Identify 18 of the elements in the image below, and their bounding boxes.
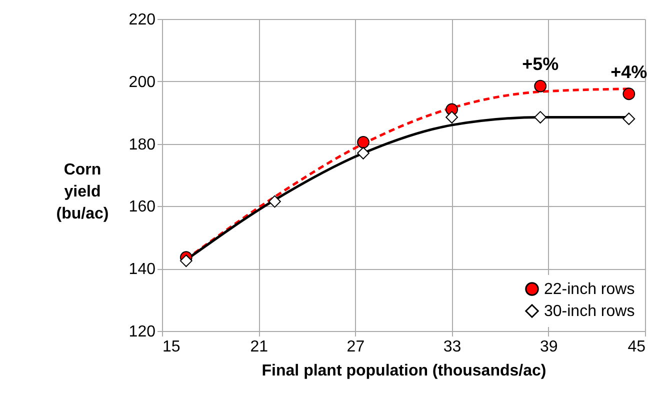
x-tick-label: 33 [443, 338, 462, 356]
x-tick-label: 45 [628, 338, 646, 356]
y-tick-label: 200 [128, 74, 156, 91]
x-tick-label: 21 [250, 338, 268, 356]
x-axis-title: Final plant population (thousands/ac) [262, 362, 546, 380]
y-tick-label: 220 [128, 12, 156, 28]
y-tick-label: 180 [128, 136, 156, 154]
annotation: +5% [522, 54, 559, 74]
y-tick-label: 160 [128, 198, 156, 216]
y-tick-label: 140 [128, 261, 156, 278]
annotation: +4% [610, 62, 648, 82]
x-tick-label: 27 [346, 338, 365, 356]
y-axis-title: Corn yield (bu/ac) [56, 162, 109, 222]
y-tick-label: 120 [128, 324, 156, 340]
legend-label: 30-inch rows [544, 303, 635, 320]
legend-label: 22-inch rows [544, 281, 635, 298]
x-tick-label: 15 [162, 338, 180, 356]
x-tick-label: 39 [540, 338, 558, 356]
